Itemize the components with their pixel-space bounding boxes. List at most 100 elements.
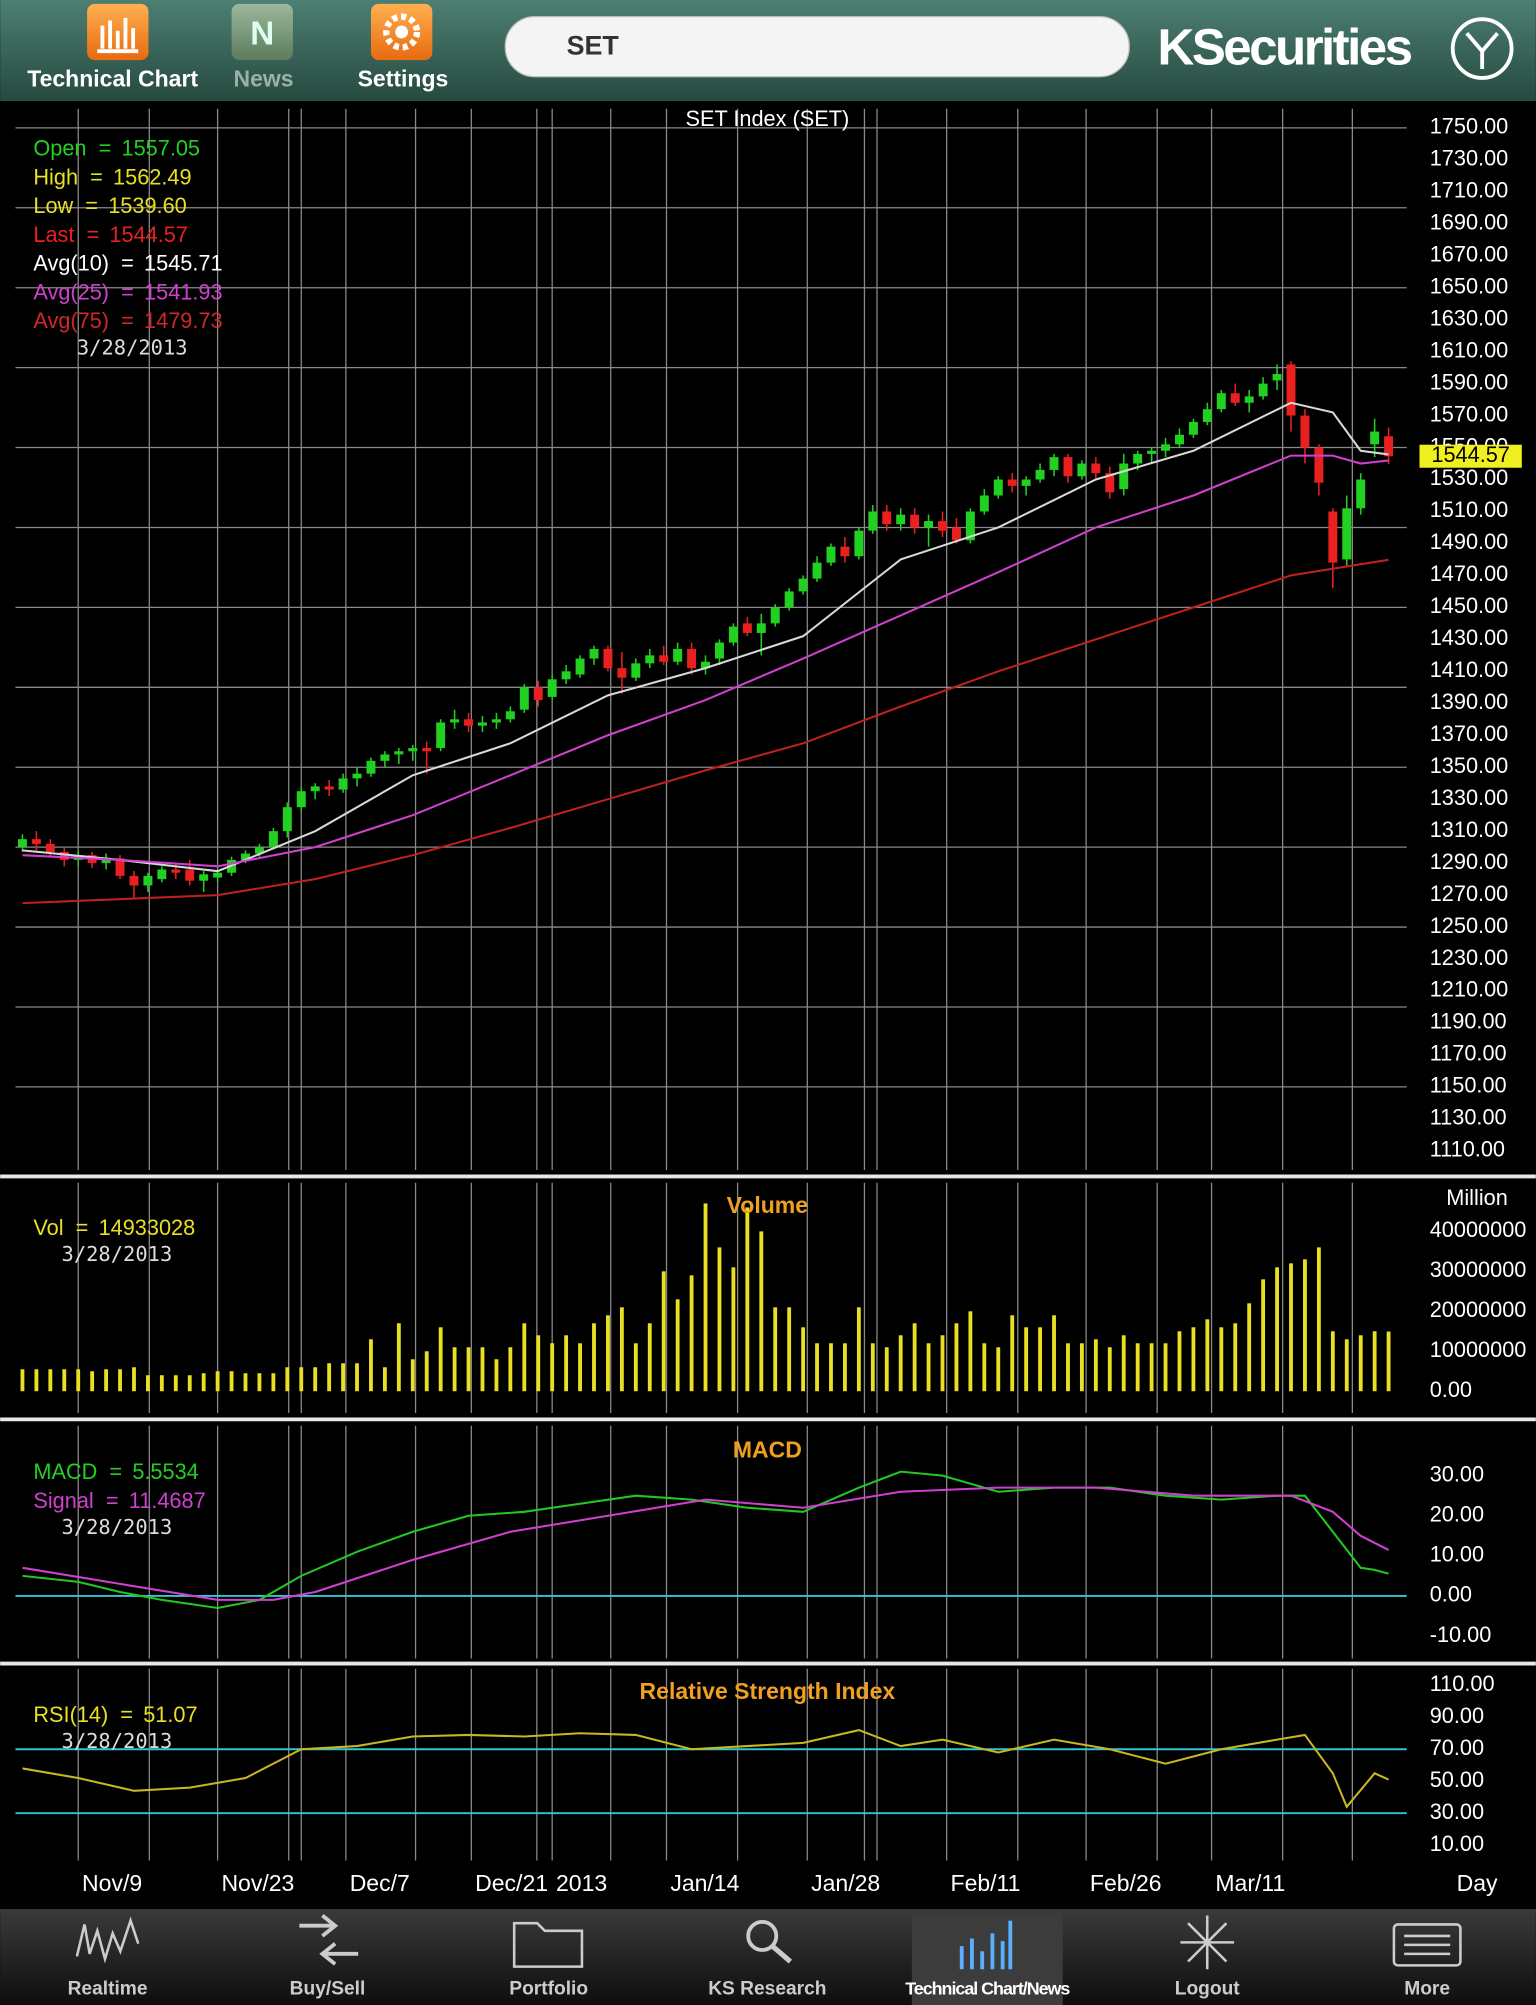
candle-body (380, 754, 390, 761)
volume-bar (424, 1351, 429, 1392)
nav-label[interactable]: Buy/Sell (290, 1979, 366, 2000)
x-tick-label: Dec/21 (475, 1870, 548, 1896)
y-tick-label: 10000000 (1430, 1337, 1527, 1362)
volume-bar (829, 1343, 833, 1392)
candle-body (798, 578, 808, 592)
y-tick-label: 1510.00 (1430, 497, 1509, 522)
x-tick-label: Jan/28 (811, 1870, 880, 1896)
readout: Open = 1557.05 (33, 135, 200, 160)
candle-body (1244, 396, 1254, 403)
candle-body (1384, 436, 1394, 457)
volume-bar (884, 1347, 889, 1392)
candle-body (519, 687, 529, 710)
chart-panel: 1750.00 1730.00 1710.00 1690.00 1670.00 1650.… (15, 106, 1522, 1171)
readout-value: 1479.73 (144, 308, 223, 333)
candle-body (422, 748, 432, 752)
candle-body (199, 874, 209, 881)
y-tick-label: 1670.00 (1430, 241, 1509, 266)
candle-body (714, 642, 724, 659)
volume-bar (592, 1323, 596, 1392)
x-tick-label: Jan/14 (670, 1870, 739, 1896)
readout-label: Vol = (33, 1215, 88, 1240)
candle-body (1188, 421, 1198, 435)
chart-glyph (97, 17, 139, 54)
volume-bar (243, 1373, 248, 1392)
tab-label[interactable]: News (234, 66, 294, 92)
tab-label[interactable]: Settings (358, 66, 449, 92)
volume-bar (647, 1323, 652, 1392)
nav-label[interactable]: KS Research (708, 1979, 826, 2000)
cursor-date: 3/28/2013 (77, 335, 188, 359)
candle-body (951, 527, 961, 541)
realtime-icon (75, 1916, 140, 1964)
y-tick-label: 10.00 (1430, 1542, 1484, 1567)
search-box[interactable] (504, 15, 1130, 78)
readout-label: Avg(25) = (33, 279, 133, 304)
readout: RSI(14) = 51.07 (33, 1702, 197, 1727)
x-tick-label: 2013 (556, 1870, 607, 1896)
volume-bar (438, 1327, 443, 1392)
volume-bar (1261, 1279, 1266, 1392)
volume-bar (898, 1335, 903, 1392)
candle-body (840, 546, 850, 557)
candle-body (1035, 469, 1045, 480)
readout-value: 1562.49 (113, 164, 192, 189)
volume-bar (1052, 1315, 1056, 1392)
nav-label[interactable]: Logout (1175, 1979, 1241, 2000)
volume-bar (968, 1311, 973, 1392)
series-line (22, 1729, 1389, 1809)
candle-body (1258, 383, 1268, 397)
nav-label[interactable]: Realtime (68, 1979, 148, 2000)
x-tick-label: Dec/7 (350, 1870, 410, 1896)
volume-bar (369, 1339, 373, 1392)
volume-bar (940, 1335, 945, 1392)
candle-body (1216, 393, 1226, 410)
chart-panels: 1750.00 1730.00 1710.00 1690.00 1670.00 1650.… (0, 106, 1536, 1896)
candle-body (59, 851, 69, 860)
readout-value: 11.4687 (129, 1488, 206, 1513)
y-tick-label: 1430.00 (1430, 625, 1509, 650)
readout-value: 51.07 (143, 1702, 197, 1727)
candle-body (1021, 479, 1031, 486)
y-tick-label: 1390.00 (1430, 689, 1509, 714)
y-tick-label: 1570.00 (1430, 401, 1509, 426)
volume-bar (466, 1347, 471, 1392)
readout-value: 1539.60 (108, 193, 187, 218)
volume-bar (257, 1373, 262, 1392)
candle-body (589, 648, 599, 659)
tab-label[interactable]: Technical Chart (27, 66, 198, 92)
candle-body (1049, 457, 1059, 470)
brand: KSecurities (1157, 19, 1411, 76)
readout-value: 1545.71 (144, 250, 223, 275)
volume-bar (76, 1369, 81, 1392)
cursor-date: 3/28/2013 (62, 1242, 173, 1266)
readout-label: Last = (33, 222, 99, 247)
header: N SET KSecurities Technical Chart News Set… (0, 0, 1536, 102)
news-tab-icon[interactable] (231, 3, 293, 61)
y-tick-label: -10.00 (1430, 1622, 1492, 1647)
candle-body (826, 546, 836, 563)
volume-bar (926, 1343, 931, 1392)
nav-label[interactable]: Technical Chart/News (905, 1978, 1071, 1998)
volume-bar (1372, 1331, 1377, 1392)
volume-bar (355, 1363, 359, 1392)
chart-panel: 30.00 20.00 10.00 0.00 -10.00 MACD MACD = 5.553… (15, 1425, 1492, 1659)
volume-bar (1038, 1327, 1043, 1392)
readout-label: RSI(14) = (33, 1702, 133, 1727)
readout-label: Low = (33, 193, 98, 218)
readout: Last = 1544.57 (33, 222, 188, 247)
volume-bar (815, 1343, 819, 1392)
y-tick-label: 1210.00 (1430, 977, 1509, 1002)
candle-body (1105, 473, 1115, 493)
readout: High = 1562.49 (33, 164, 191, 189)
nav-label[interactable]: Portfolio (509, 1979, 588, 2000)
volume-bar (996, 1347, 1001, 1392)
candle-body (882, 511, 892, 525)
nav-label[interactable]: More (1404, 1979, 1450, 2000)
candle-body (17, 839, 27, 848)
volume-bar (271, 1373, 276, 1392)
candle-body (408, 748, 418, 752)
candle-body (673, 648, 683, 662)
